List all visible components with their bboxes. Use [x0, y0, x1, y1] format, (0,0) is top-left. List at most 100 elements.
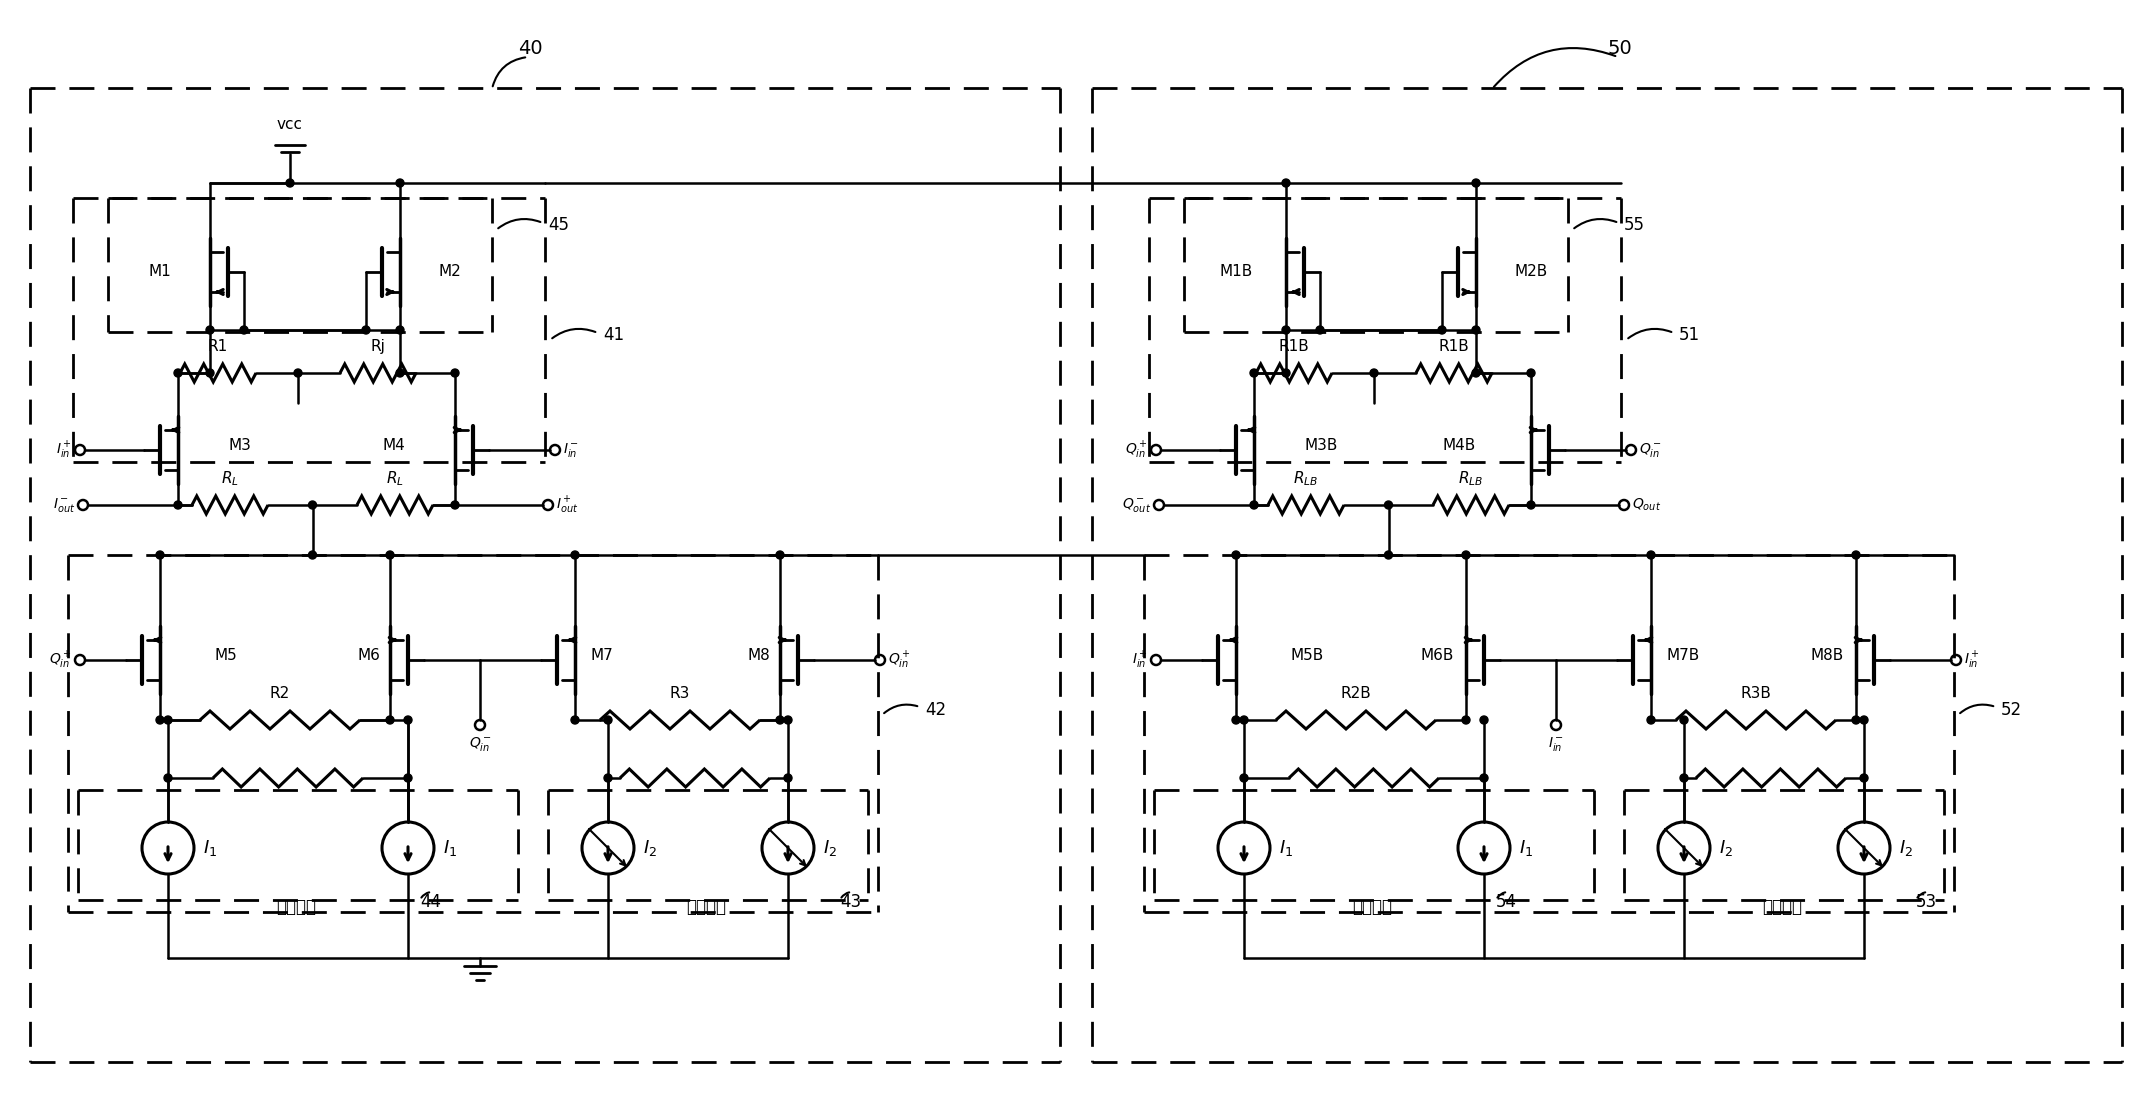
Circle shape	[1646, 551, 1655, 559]
Circle shape	[155, 716, 164, 724]
Circle shape	[1250, 501, 1259, 509]
Text: M6: M6	[357, 648, 381, 663]
Text: R1B: R1B	[1278, 339, 1308, 354]
Text: R2B: R2B	[1341, 686, 1371, 701]
Text: M8: M8	[747, 648, 770, 663]
Text: R1: R1	[209, 339, 228, 354]
Text: $I_{out}^-$: $I_{out}^-$	[52, 496, 75, 514]
Circle shape	[1461, 551, 1470, 559]
Text: $I_{out}^+$: $I_{out}^+$	[555, 494, 579, 515]
Text: 41: 41	[603, 326, 624, 344]
Text: M1: M1	[148, 264, 172, 279]
Text: 52: 52	[2001, 701, 2023, 719]
Circle shape	[1240, 774, 1248, 783]
Text: 50: 50	[1608, 38, 1633, 57]
Circle shape	[396, 326, 405, 334]
Text: $I_{in}^+$: $I_{in}^+$	[1132, 649, 1147, 671]
Text: M2: M2	[439, 264, 461, 279]
Circle shape	[1853, 716, 1859, 724]
Circle shape	[1283, 369, 1289, 377]
Text: R1B: R1B	[1440, 339, 1470, 354]
Text: $Q_{in}^-$: $Q_{in}^-$	[1640, 441, 1661, 459]
Circle shape	[1240, 716, 1248, 724]
Text: M7B: M7B	[1666, 648, 1700, 663]
Circle shape	[1472, 369, 1481, 377]
Circle shape	[1231, 716, 1240, 724]
Text: $R_L$: $R_L$	[222, 469, 239, 488]
Text: M4B: M4B	[1442, 438, 1476, 453]
Circle shape	[570, 551, 579, 559]
Circle shape	[308, 501, 316, 509]
Text: $I_1$: $I_1$	[202, 838, 217, 858]
Text: 53: 53	[1915, 893, 1937, 911]
Text: $I_2$: $I_2$	[643, 838, 656, 858]
Text: $Q_{in}^+$: $Q_{in}^+$	[49, 649, 71, 671]
Circle shape	[295, 369, 301, 377]
Text: M3: M3	[228, 438, 252, 453]
Text: R3B: R3B	[1741, 686, 1771, 701]
Circle shape	[1681, 716, 1687, 724]
Text: $I_2$: $I_2$	[1898, 838, 1913, 858]
Text: $I_{in}^-$: $I_{in}^-$	[1547, 735, 1565, 753]
Circle shape	[1472, 179, 1481, 187]
Text: $Q_{out}^-$: $Q_{out}^-$	[1121, 496, 1151, 514]
Circle shape	[1472, 326, 1481, 334]
Text: $I_2$: $I_2$	[1719, 838, 1732, 858]
Circle shape	[777, 551, 783, 559]
Text: $I_1$: $I_1$	[1519, 838, 1532, 858]
Text: R2: R2	[269, 686, 291, 701]
Text: 51: 51	[1679, 326, 1700, 344]
Circle shape	[1371, 369, 1377, 377]
Circle shape	[385, 551, 394, 559]
Text: $Q_{in}^-$: $Q_{in}^-$	[469, 735, 491, 753]
Circle shape	[1681, 774, 1687, 783]
Circle shape	[1853, 551, 1859, 559]
Circle shape	[174, 501, 183, 509]
Circle shape	[605, 774, 611, 783]
Text: Rj: Rj	[370, 339, 385, 354]
Circle shape	[1384, 501, 1392, 509]
Circle shape	[1481, 716, 1487, 724]
Circle shape	[605, 716, 611, 724]
Text: 55: 55	[1625, 216, 1644, 235]
Circle shape	[405, 716, 411, 724]
Text: $Q_{in}^+$: $Q_{in}^+$	[889, 649, 910, 671]
Circle shape	[1528, 501, 1534, 509]
Circle shape	[1859, 716, 1868, 724]
Circle shape	[1283, 179, 1289, 187]
Text: $R_{LB}$: $R_{LB}$	[1459, 469, 1483, 488]
Circle shape	[1283, 326, 1289, 334]
Circle shape	[452, 501, 458, 509]
Circle shape	[396, 369, 405, 377]
Circle shape	[1250, 369, 1259, 377]
Circle shape	[174, 369, 183, 377]
Text: 可变电流: 可变电流	[686, 898, 725, 916]
Circle shape	[777, 716, 783, 724]
Circle shape	[1528, 369, 1534, 377]
Circle shape	[207, 369, 213, 377]
Circle shape	[396, 179, 405, 187]
Text: 45: 45	[549, 216, 568, 235]
Circle shape	[1384, 551, 1392, 559]
Circle shape	[362, 326, 370, 334]
Text: M5B: M5B	[1291, 648, 1323, 663]
Circle shape	[207, 326, 213, 334]
Circle shape	[1438, 326, 1446, 334]
Text: M8B: M8B	[1810, 648, 1844, 663]
Text: R3: R3	[669, 686, 691, 701]
Text: 54: 54	[1496, 893, 1517, 911]
Text: 43: 43	[839, 893, 861, 911]
Text: $R_{LB}$: $R_{LB}$	[1293, 469, 1319, 488]
Circle shape	[1646, 716, 1655, 724]
Circle shape	[570, 716, 579, 724]
Text: M4: M4	[383, 438, 405, 453]
Circle shape	[1859, 774, 1868, 783]
Circle shape	[783, 716, 792, 724]
Circle shape	[783, 774, 792, 783]
Circle shape	[385, 716, 394, 724]
Text: $Q_{in}^+$: $Q_{in}^+$	[1125, 439, 1147, 460]
Text: M7: M7	[590, 648, 613, 663]
Text: $I_1$: $I_1$	[1278, 838, 1293, 858]
Text: 40: 40	[519, 38, 542, 57]
Circle shape	[241, 326, 247, 334]
